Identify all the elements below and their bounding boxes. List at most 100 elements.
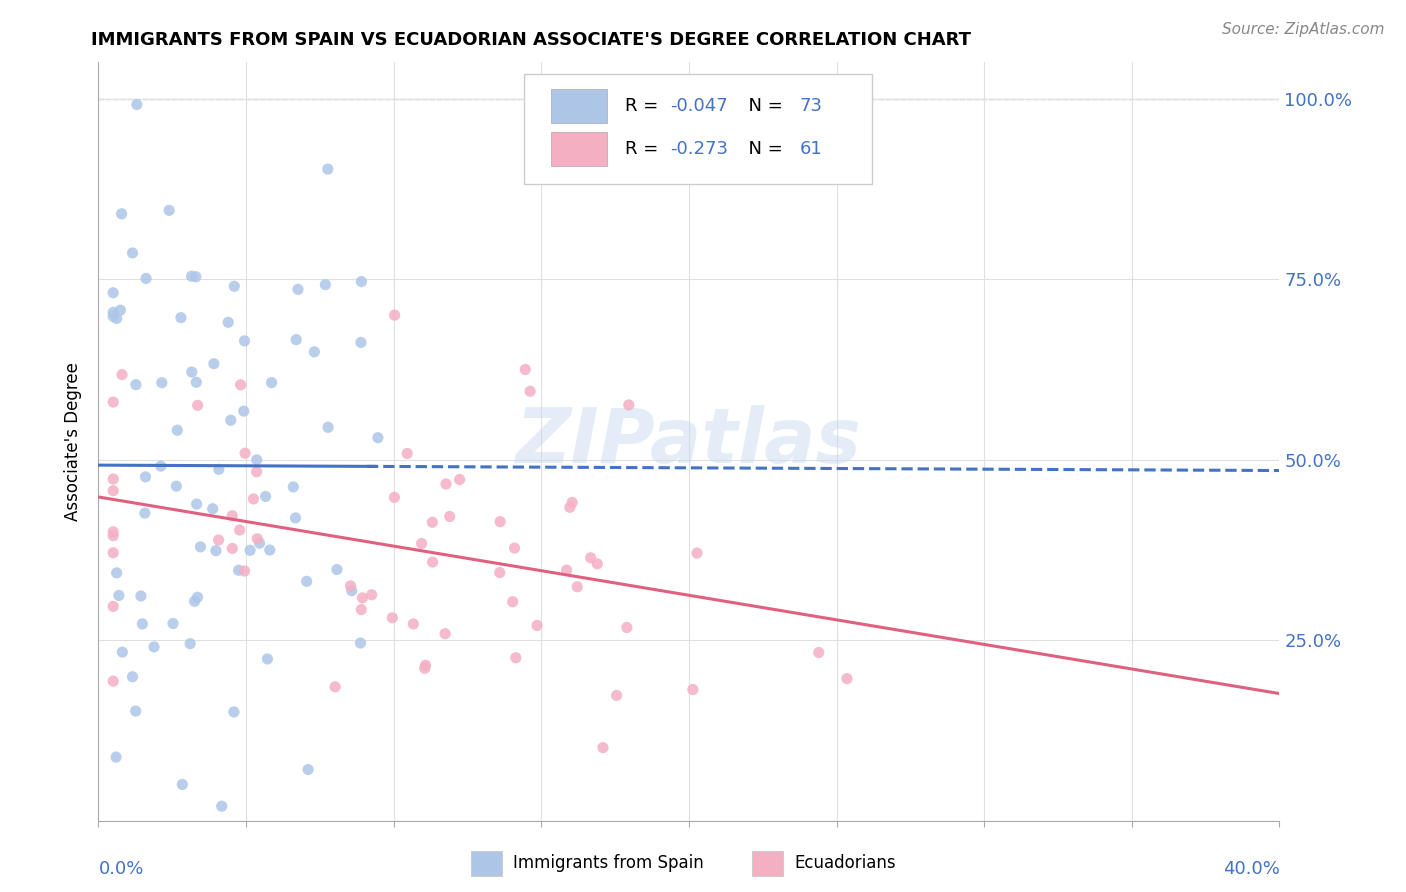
Point (121, 246, 143, 260)
Point (165, 479, 187, 493)
Point (254, 490, 277, 504)
Point (103, 524, 125, 539)
Text: IMMIGRANTS FROM SPAIN VS ECUADORIAN ASSOCIATE'S DEGREE CORRELATION CHART: IMMIGRANTS FROM SPAIN VS ECUADORIAN ASSO… (91, 31, 972, 49)
Point (172, 777, 194, 791)
Text: 0.0%: 0.0% (98, 860, 143, 878)
Point (121, 670, 143, 684)
Point (162, 616, 184, 631)
Point (449, 473, 471, 487)
Text: N =: N = (737, 140, 789, 158)
Point (208, 462, 231, 476)
Text: -0.047: -0.047 (671, 97, 728, 115)
Y-axis label: Associate's Degree: Associate's Degree (65, 362, 83, 521)
Point (606, 689, 628, 703)
Point (105, 566, 128, 580)
Point (360, 588, 382, 602)
Point (129, 589, 152, 603)
Point (224, 279, 246, 293)
Point (682, 682, 704, 697)
Point (505, 650, 527, 665)
Text: Source: ZipAtlas.com: Source: ZipAtlas.com (1222, 22, 1385, 37)
Point (420, 516, 443, 530)
Point (105, 750, 128, 764)
Point (396, 446, 419, 460)
Point (384, 491, 406, 505)
Point (219, 413, 242, 427)
Point (221, 508, 243, 523)
Point (186, 591, 208, 605)
Point (488, 566, 510, 580)
Point (489, 515, 512, 529)
Text: Immigrants from Spain: Immigrants from Spain (513, 855, 704, 872)
Point (217, 315, 239, 329)
Point (503, 541, 526, 555)
Point (180, 365, 202, 379)
Text: R =: R = (626, 140, 664, 158)
Point (103, 395, 125, 409)
Point (434, 477, 457, 491)
Point (186, 376, 208, 390)
Point (592, 740, 614, 755)
Point (150, 376, 173, 390)
Point (350, 275, 373, 289)
Point (233, 334, 256, 348)
Point (205, 543, 228, 558)
Point (349, 636, 371, 650)
Text: 61: 61 (800, 140, 823, 158)
Point (125, 704, 148, 718)
Point (239, 543, 262, 558)
Point (579, 550, 602, 565)
Point (350, 602, 373, 616)
Point (187, 398, 209, 412)
Point (316, 162, 339, 177)
Text: R =: R = (626, 97, 664, 115)
Point (616, 620, 638, 634)
Point (246, 532, 269, 546)
Point (256, 652, 278, 666)
Point (526, 618, 548, 632)
Point (515, 362, 537, 376)
Point (103, 529, 125, 543)
Point (316, 420, 339, 434)
Point (314, 277, 336, 292)
Point (413, 661, 436, 675)
Point (190, 540, 212, 554)
Point (207, 533, 229, 547)
Point (179, 637, 201, 651)
Point (103, 305, 125, 319)
Text: -0.273: -0.273 (671, 140, 728, 158)
Point (245, 465, 267, 479)
Point (567, 580, 589, 594)
Point (103, 546, 125, 560)
Point (103, 310, 125, 324)
Point (228, 563, 250, 577)
Point (110, 303, 132, 318)
Point (384, 308, 406, 322)
Point (184, 269, 207, 284)
Point (367, 431, 389, 445)
Point (134, 506, 156, 520)
Point (519, 384, 541, 399)
Point (157, 203, 180, 218)
Point (259, 543, 281, 558)
Point (415, 658, 437, 673)
Point (558, 500, 581, 515)
Point (201, 501, 224, 516)
Point (422, 555, 444, 569)
Point (807, 646, 830, 660)
Point (586, 557, 609, 571)
Point (350, 335, 373, 350)
Point (111, 645, 134, 659)
Text: N =: N = (737, 97, 789, 115)
Point (135, 271, 157, 285)
FancyBboxPatch shape (523, 74, 872, 184)
Point (617, 398, 640, 412)
Point (439, 509, 461, 524)
Point (297, 763, 319, 777)
Point (402, 617, 425, 632)
Point (166, 423, 188, 437)
Point (340, 583, 363, 598)
Point (222, 705, 245, 719)
Point (143, 640, 166, 654)
Point (686, 546, 709, 560)
